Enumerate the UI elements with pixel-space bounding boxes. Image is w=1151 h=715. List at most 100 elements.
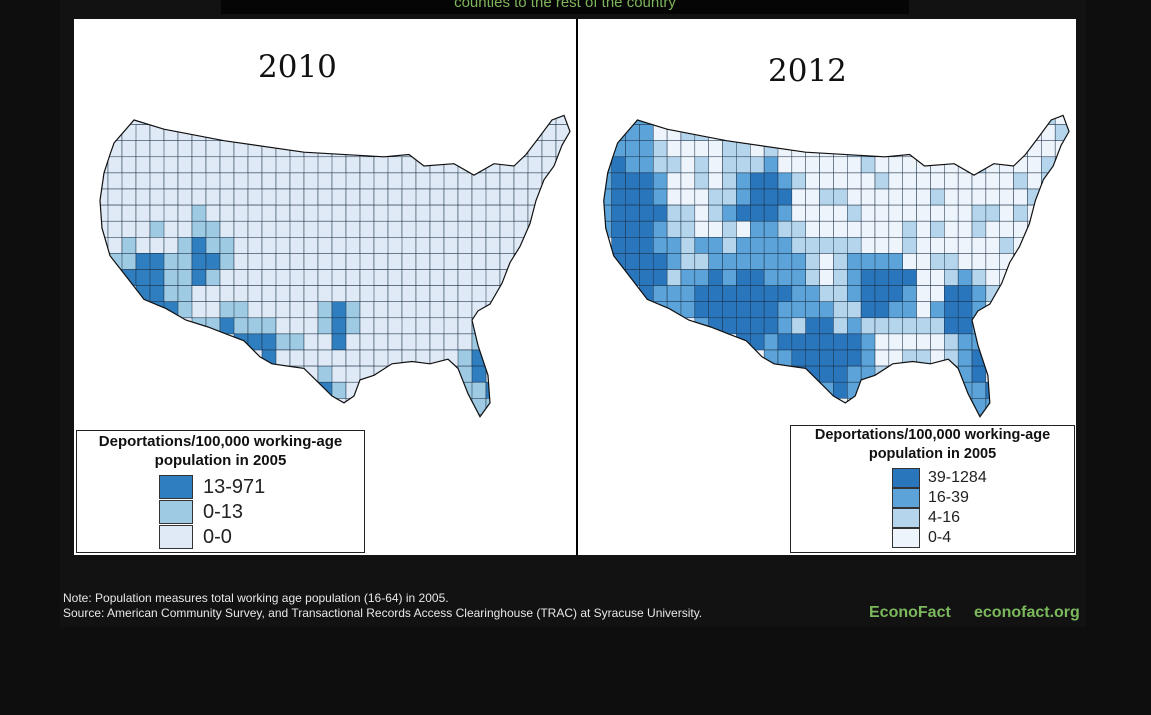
map-region bbox=[957, 237, 973, 254]
map-region bbox=[191, 269, 207, 286]
map-region bbox=[149, 285, 165, 302]
map-region bbox=[611, 220, 626, 238]
map-region bbox=[902, 204, 917, 222]
map-region bbox=[833, 204, 848, 222]
us-map-border bbox=[99, 114, 571, 418]
map-region bbox=[471, 381, 487, 399]
map-region bbox=[860, 269, 876, 286]
map-region bbox=[401, 317, 417, 335]
map-region bbox=[847, 398, 876, 415]
legend-label: 4-16 bbox=[928, 509, 961, 526]
map-region bbox=[359, 333, 375, 351]
map-region bbox=[888, 269, 903, 286]
map-region bbox=[457, 253, 473, 270]
map-region bbox=[666, 140, 682, 158]
map-region bbox=[652, 188, 668, 206]
map-region bbox=[888, 204, 903, 222]
map-region bbox=[708, 172, 723, 190]
map-region bbox=[373, 317, 389, 335]
map-region bbox=[317, 140, 333, 158]
caption-strip: counties to the rest of the country bbox=[221, 0, 909, 14]
map-region bbox=[415, 220, 431, 238]
map-region bbox=[303, 253, 319, 270]
map-region bbox=[317, 172, 333, 190]
map-region bbox=[971, 349, 1000, 367]
map-region bbox=[874, 349, 890, 367]
map-region bbox=[387, 140, 417, 158]
map-region bbox=[985, 381, 1014, 399]
map-region bbox=[331, 349, 347, 367]
map-region bbox=[791, 204, 806, 222]
map-region bbox=[135, 237, 151, 254]
map-region bbox=[639, 156, 654, 174]
map-region bbox=[513, 253, 529, 270]
map-region bbox=[457, 204, 473, 222]
map-region bbox=[387, 253, 403, 270]
map-region bbox=[205, 301, 221, 319]
map-region bbox=[639, 285, 654, 302]
map-region bbox=[331, 156, 347, 174]
map-region bbox=[331, 204, 347, 222]
map-region bbox=[359, 220, 375, 238]
map-region bbox=[345, 349, 361, 367]
map-region bbox=[1027, 124, 1042, 141]
map-region bbox=[888, 156, 903, 174]
map-region bbox=[944, 188, 959, 206]
map-region bbox=[750, 204, 765, 222]
map-region bbox=[177, 204, 193, 222]
map-region bbox=[805, 269, 820, 286]
map-region bbox=[694, 204, 709, 222]
legend-label: 0-13 bbox=[203, 500, 244, 523]
map-region bbox=[999, 188, 1014, 206]
map-region bbox=[639, 188, 654, 206]
map-region bbox=[874, 333, 890, 351]
map-region bbox=[415, 237, 431, 254]
map-region bbox=[1041, 172, 1070, 190]
map-region bbox=[722, 237, 737, 254]
map-region bbox=[971, 285, 987, 302]
map-region bbox=[373, 140, 389, 158]
map-region bbox=[219, 156, 235, 174]
map-region bbox=[819, 172, 834, 190]
map-region bbox=[680, 237, 696, 254]
legend-swatch-midhigh bbox=[892, 488, 920, 508]
brand-url[interactable]: econofact.org bbox=[974, 604, 1080, 621]
map-region bbox=[499, 237, 515, 254]
map-region bbox=[233, 188, 249, 206]
map-region bbox=[971, 253, 987, 270]
map-region bbox=[999, 172, 1014, 190]
map-region bbox=[163, 204, 179, 222]
map-region bbox=[429, 333, 445, 351]
legend-label: 0-4 bbox=[928, 529, 952, 546]
map-region bbox=[708, 140, 723, 158]
map-region bbox=[916, 220, 931, 238]
map-region bbox=[722, 253, 737, 270]
map-region bbox=[415, 188, 431, 206]
map-region bbox=[121, 204, 137, 222]
map-region bbox=[874, 269, 890, 286]
map-region bbox=[135, 204, 151, 222]
map-region bbox=[247, 237, 263, 254]
map-region bbox=[233, 269, 249, 286]
map-region bbox=[666, 204, 682, 222]
map-region bbox=[777, 156, 793, 174]
legend-swatch-high bbox=[159, 475, 193, 499]
map-region bbox=[708, 317, 723, 335]
map-region bbox=[888, 188, 903, 206]
map-region bbox=[233, 253, 249, 270]
map-region bbox=[121, 115, 151, 125]
map-region bbox=[317, 237, 333, 254]
map-region bbox=[443, 204, 459, 222]
map-region bbox=[289, 301, 305, 319]
map-region bbox=[135, 220, 151, 238]
map-region bbox=[819, 285, 834, 302]
map-region bbox=[191, 188, 207, 206]
map-region bbox=[401, 172, 417, 190]
map-region bbox=[736, 237, 751, 254]
map-region bbox=[457, 317, 473, 335]
us-county-map-2012 bbox=[603, 114, 1070, 418]
map-region bbox=[205, 285, 221, 302]
us-county-map-2010 bbox=[99, 114, 571, 418]
map-region bbox=[541, 124, 557, 141]
map-region bbox=[944, 204, 959, 222]
